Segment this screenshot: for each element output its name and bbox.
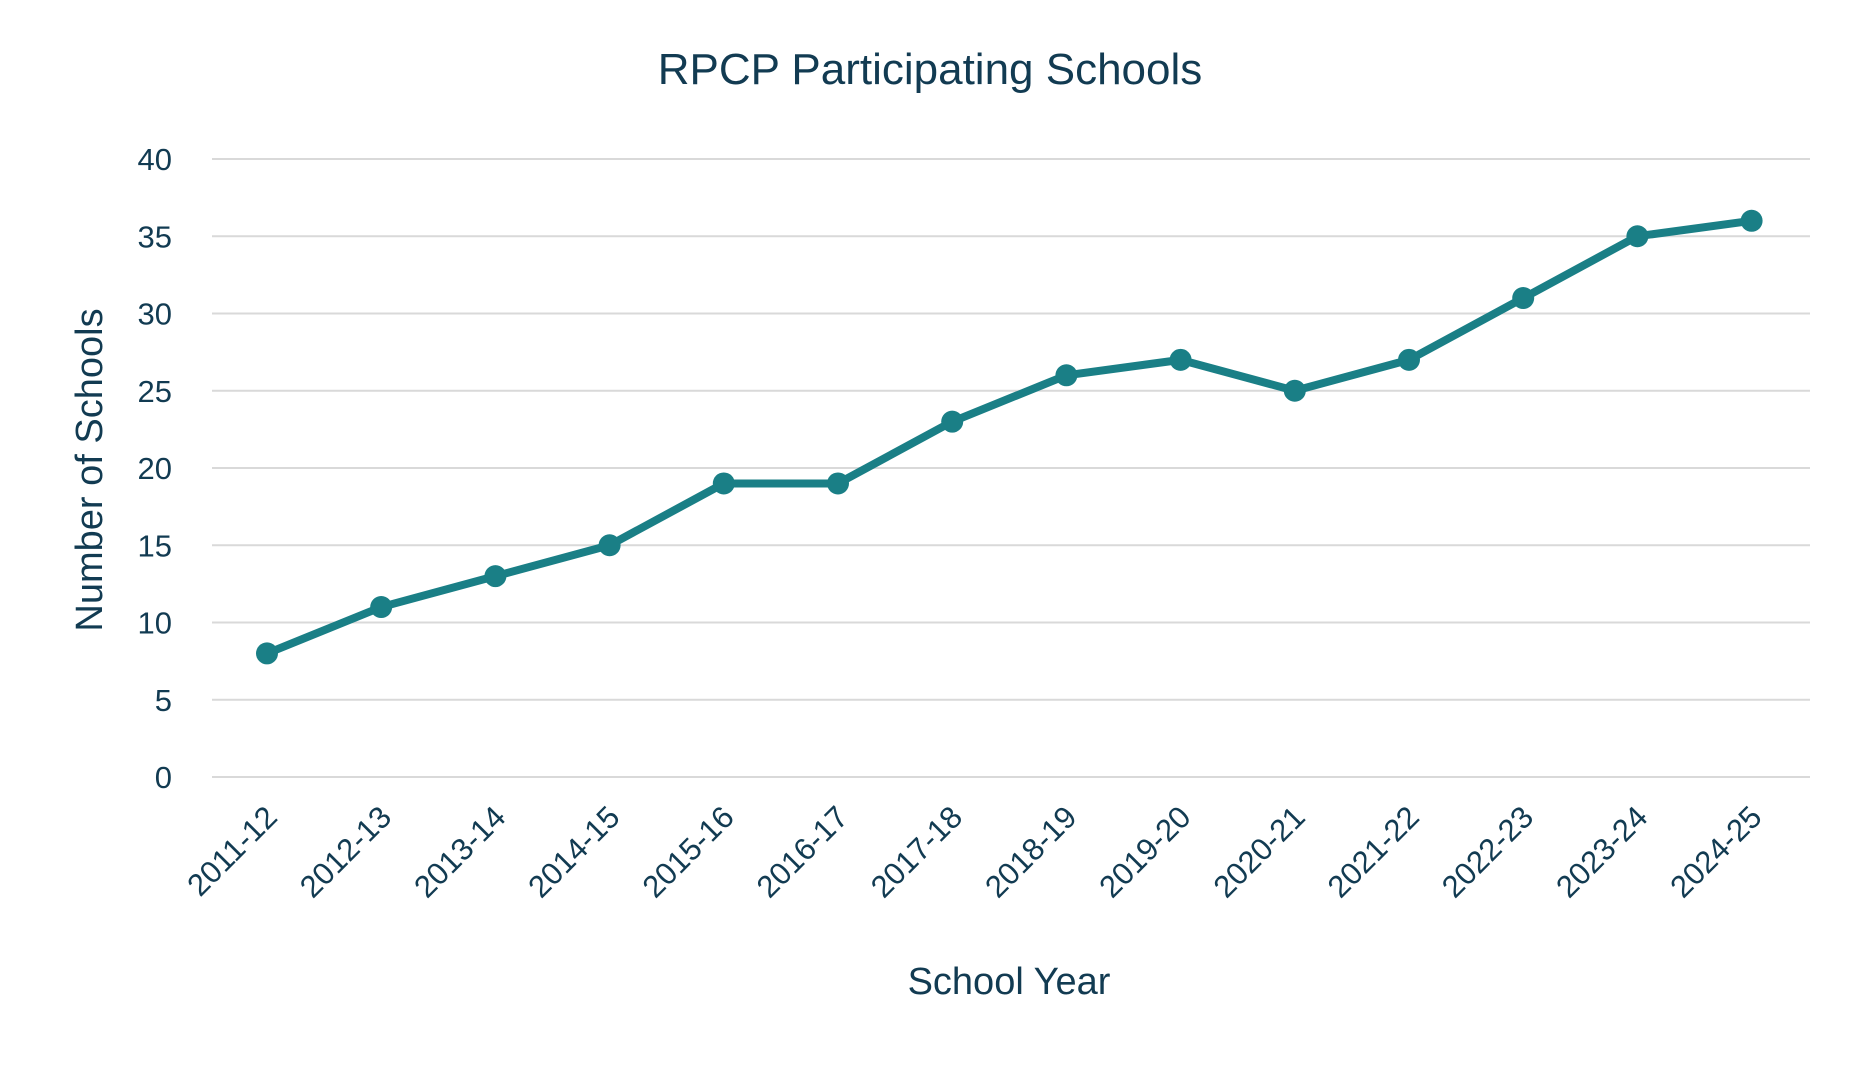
y-tick-label: 25 bbox=[138, 374, 172, 409]
x-tick-label: 2015-16 bbox=[636, 799, 741, 904]
y-tick-label: 15 bbox=[138, 528, 172, 563]
y-axis-title: Number of Schools bbox=[69, 308, 111, 631]
y-tick-label: 40 bbox=[138, 142, 172, 177]
y-tick-label: 35 bbox=[138, 219, 172, 254]
x-tick-label: 2013-14 bbox=[407, 799, 512, 904]
y-tick-label: 0 bbox=[155, 760, 172, 795]
data-point bbox=[484, 565, 507, 588]
x-tick-label: 2019-20 bbox=[1092, 799, 1197, 904]
x-tick-label: 2023-24 bbox=[1549, 799, 1654, 904]
y-tick-label: 30 bbox=[138, 297, 172, 332]
x-tick-label: 2021-22 bbox=[1321, 799, 1426, 904]
x-tick-label: 2017-18 bbox=[864, 799, 969, 904]
data-point bbox=[1055, 364, 1078, 387]
x-tick-label: 2014-15 bbox=[521, 799, 626, 904]
x-tick-label: 2011-12 bbox=[180, 799, 284, 903]
x-tick-label: 2016-17 bbox=[750, 799, 855, 904]
data-point bbox=[370, 596, 393, 619]
data-point bbox=[712, 472, 735, 495]
x-tick-label: 2022-23 bbox=[1435, 799, 1540, 904]
data-point bbox=[827, 472, 849, 495]
series-line bbox=[265, 216, 1753, 658]
data-point bbox=[941, 410, 964, 433]
data-point bbox=[1626, 225, 1649, 248]
y-tick-label: 5 bbox=[155, 683, 172, 718]
y-tick-label: 10 bbox=[138, 606, 172, 641]
chart-title: RPCP Participating Schools bbox=[658, 45, 1203, 94]
x-axis-title: School Year bbox=[908, 961, 1111, 1003]
x-tick-label: 2012-13 bbox=[293, 799, 398, 904]
y-tick-label: 20 bbox=[138, 451, 172, 486]
data-point bbox=[1740, 209, 1763, 232]
data-point bbox=[1169, 348, 1192, 371]
x-tick-label: 2020-21 bbox=[1207, 799, 1312, 904]
x-tick-label: 2024-25 bbox=[1663, 799, 1768, 904]
data-point bbox=[1283, 379, 1306, 402]
data-point bbox=[1512, 287, 1535, 310]
x-tick-label: 2018-19 bbox=[978, 799, 1083, 904]
data-point bbox=[598, 534, 621, 557]
data-point bbox=[256, 642, 278, 665]
data-point bbox=[1398, 348, 1420, 371]
